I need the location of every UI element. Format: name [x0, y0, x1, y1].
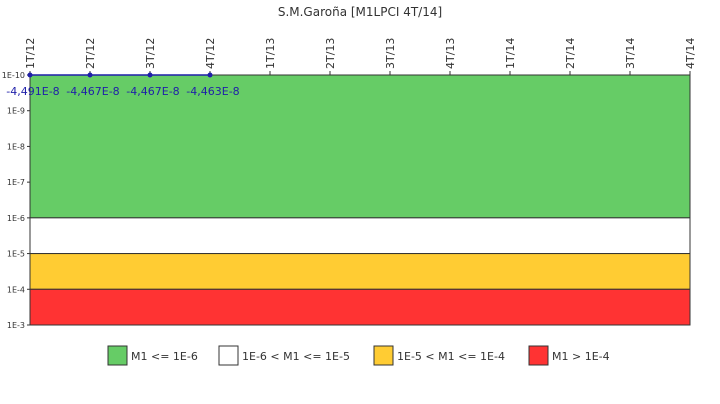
legend-label-2: 1E-5 < M1 <= 1E-4 [397, 350, 505, 363]
legend-swatch-1 [218, 345, 239, 366]
data-point [207, 72, 213, 78]
x-tick-label: 1T/14 [504, 38, 517, 69]
y-tick-label: 1E-9 [7, 107, 25, 116]
x-tick-label: 2T/12 [84, 38, 97, 69]
x-tick-group: 1T/12 2T/12 3T/12 4T/12 1T/13 2T/13 3T/13 4T/13… [24, 38, 697, 75]
legend-label-3: M1 > 1E-4 [552, 350, 610, 363]
y-tick-label: 1E-7 [7, 178, 25, 187]
y-tick-label: 1E-5 [7, 250, 25, 259]
band-2 [29, 253, 691, 290]
y-tick-label: 1E-3 [7, 321, 25, 330]
x-tick-label: 3T/12 [144, 38, 157, 69]
y-tick-label: 1E-8 [7, 142, 25, 151]
x-tick-label: 4T/14 [684, 38, 697, 69]
x-tick-label: 3T/14 [624, 38, 637, 69]
x-tick-label: 3T/13 [384, 38, 397, 69]
x-tick-label: 1T/12 [24, 38, 37, 69]
band-0 [29, 74, 691, 219]
data-point [27, 72, 33, 78]
x-tick-label: 1T/13 [264, 38, 277, 69]
x-tick-label: 2T/13 [324, 38, 337, 69]
legend-label-0: M1 <= 1E-6 [131, 350, 198, 363]
chart-title: S.M.Garoña [M1LPCI 4T/14] [278, 5, 442, 19]
x-tick-label: 4T/13 [444, 38, 457, 69]
data-label: -4,467E-8 [126, 85, 179, 98]
legend-swatch-2 [373, 345, 394, 366]
legend-label-1: 1E-6 < M1 <= 1E-5 [242, 350, 350, 363]
y-tick-group: 1E-10 1E-9 1E-8 1E-7 1E-6 1E-5 1E-4 1E-3 [2, 71, 30, 330]
legend-swatch-0 [107, 345, 128, 366]
y-tick-label: 1E-4 [7, 285, 25, 294]
x-tick-label: 4T/12 [204, 38, 217, 69]
data-label: -4,491E-8 [6, 85, 59, 98]
band-1 [29, 217, 691, 255]
legend-swatch-3 [528, 345, 549, 366]
data-point [87, 72, 93, 78]
band-group [29, 74, 691, 326]
y-tick-label: 1E-10 [2, 71, 25, 80]
data-label: -4,463E-8 [186, 85, 239, 98]
band-3 [29, 288, 691, 326]
x-tick-label: 2T/14 [564, 38, 577, 69]
data-point [147, 72, 153, 78]
legend: M1 <= 1E-6 1E-6 < M1 <= 1E-5 1E-5 < M1 <= … [107, 345, 610, 366]
series-group: -4,491E-8 -4,467E-8 -4,467E-8 -4,463E-8 [6, 72, 240, 98]
y-tick-label: 1E-6 [7, 214, 25, 223]
data-label: -4,467E-8 [66, 85, 119, 98]
